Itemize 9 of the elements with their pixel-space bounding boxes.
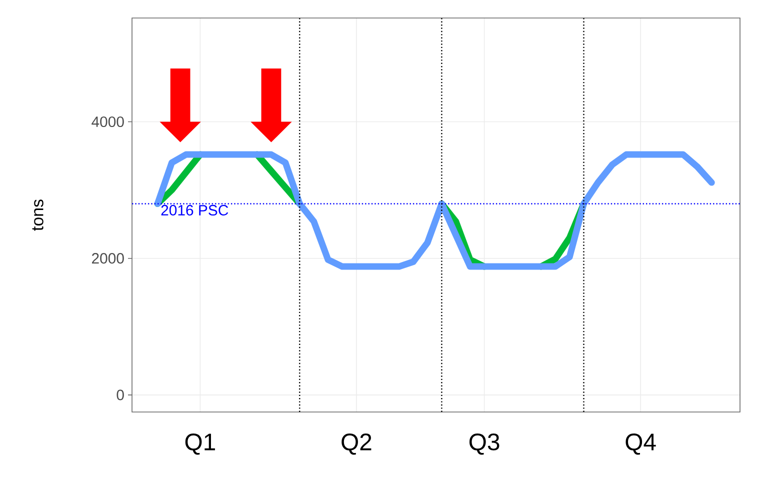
y-tick-label: 4000	[92, 116, 124, 128]
x-tick-label: Q2	[342, 434, 372, 455]
y-tick-label: 0	[116, 390, 124, 400]
ref-line-label: 2016 PSC	[161, 204, 228, 216]
x-tick-label: Q3	[469, 434, 500, 455]
y-axis-title: tons	[32, 200, 44, 231]
x-tick-label: Q1	[185, 434, 215, 455]
y-tick-label: 2000	[92, 253, 124, 264]
x-tick-label: Q4	[626, 434, 656, 455]
